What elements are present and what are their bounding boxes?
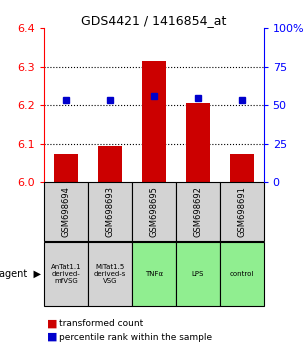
- Text: AnTat1.1
derived-
mfVSG: AnTat1.1 derived- mfVSG: [51, 264, 81, 284]
- Bar: [44, 182, 88, 241]
- Text: LPS: LPS: [191, 272, 204, 277]
- Text: ■: ■: [47, 332, 58, 342]
- Text: ■: ■: [47, 319, 58, 329]
- Bar: [54, 154, 78, 182]
- Text: TNFα: TNFα: [145, 272, 163, 277]
- Bar: [230, 154, 254, 182]
- Text: GSM698692: GSM698692: [193, 186, 202, 237]
- Bar: [176, 182, 220, 241]
- Bar: [220, 182, 264, 241]
- Bar: [142, 61, 166, 182]
- Text: control: control: [229, 272, 254, 277]
- Text: transformed count: transformed count: [59, 319, 143, 329]
- Title: GDS4421 / 1416854_at: GDS4421 / 1416854_at: [81, 14, 226, 27]
- Text: GSM698691: GSM698691: [237, 186, 246, 237]
- Text: GSM698695: GSM698695: [149, 186, 158, 237]
- Text: GSM698693: GSM698693: [105, 186, 114, 237]
- Text: GSM698694: GSM698694: [62, 186, 70, 237]
- Bar: [88, 182, 132, 241]
- Text: percentile rank within the sample: percentile rank within the sample: [59, 332, 212, 342]
- Bar: [186, 103, 210, 182]
- Text: MiTat1.5
derived-s
VSG: MiTat1.5 derived-s VSG: [94, 264, 126, 284]
- Text: agent  ▶: agent ▶: [0, 269, 41, 279]
- Bar: [132, 182, 176, 241]
- Bar: [98, 146, 122, 182]
